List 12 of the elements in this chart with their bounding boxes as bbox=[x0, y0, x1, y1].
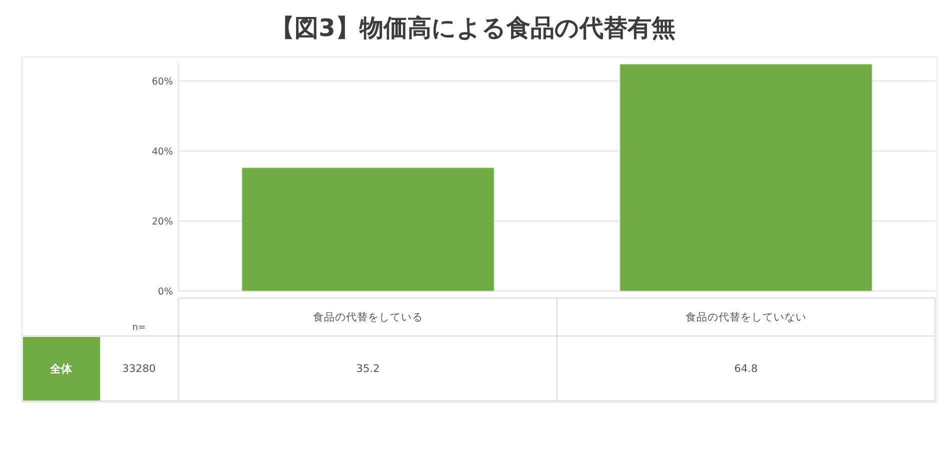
y-tick-label: 40% bbox=[152, 146, 173, 158]
y-tick-label: 0% bbox=[158, 286, 173, 298]
data-label: 64.8 bbox=[734, 363, 758, 376]
y-tick-label: 60% bbox=[152, 76, 173, 88]
text: 全体 bbox=[49, 362, 73, 376]
text: n= bbox=[132, 323, 146, 334]
x-tick-label: 食品の代替をしていない bbox=[686, 310, 806, 324]
chart-title: 【図3】物価高による食品の代替有無 bbox=[270, 14, 676, 42]
x-tick-label: 食品の代替をしている bbox=[313, 310, 423, 324]
text: 33280 bbox=[122, 363, 156, 376]
y-tick-label: 20% bbox=[152, 216, 173, 228]
data-label: 35.2 bbox=[356, 363, 380, 376]
